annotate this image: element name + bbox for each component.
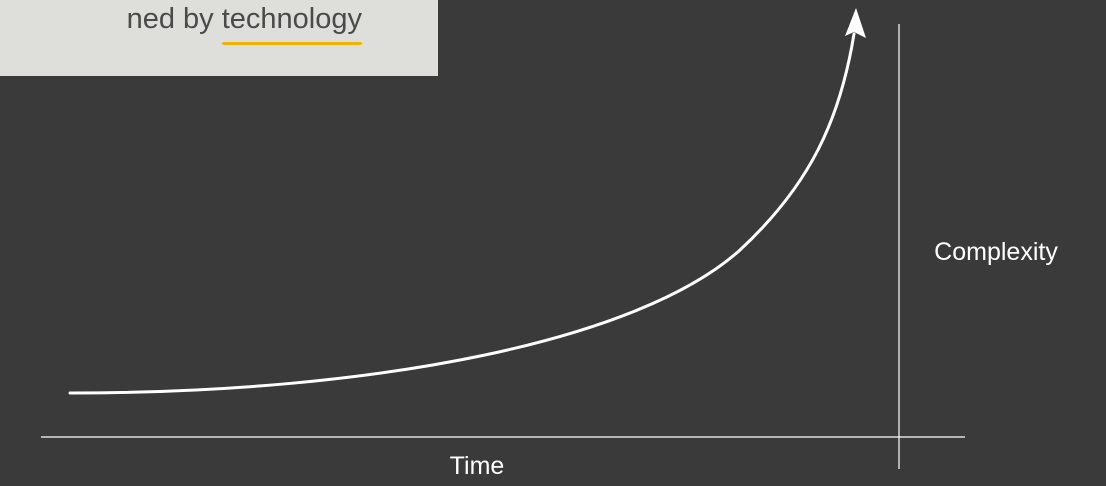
title-box: ned by technology [0, 0, 438, 76]
curve-arrowhead [845, 8, 866, 38]
title-text: ned by technology [126, 3, 362, 45]
title-highlight-text: technology [221, 3, 362, 35]
x-axis-label: Time [450, 452, 505, 480]
title-highlight-word: technology [221, 3, 362, 45]
title-prefix: ned by [126, 3, 214, 35]
highlight-underline [221, 42, 362, 45]
y-axis-label: Complexity [934, 238, 1058, 266]
growth-curve [68, 32, 856, 395]
